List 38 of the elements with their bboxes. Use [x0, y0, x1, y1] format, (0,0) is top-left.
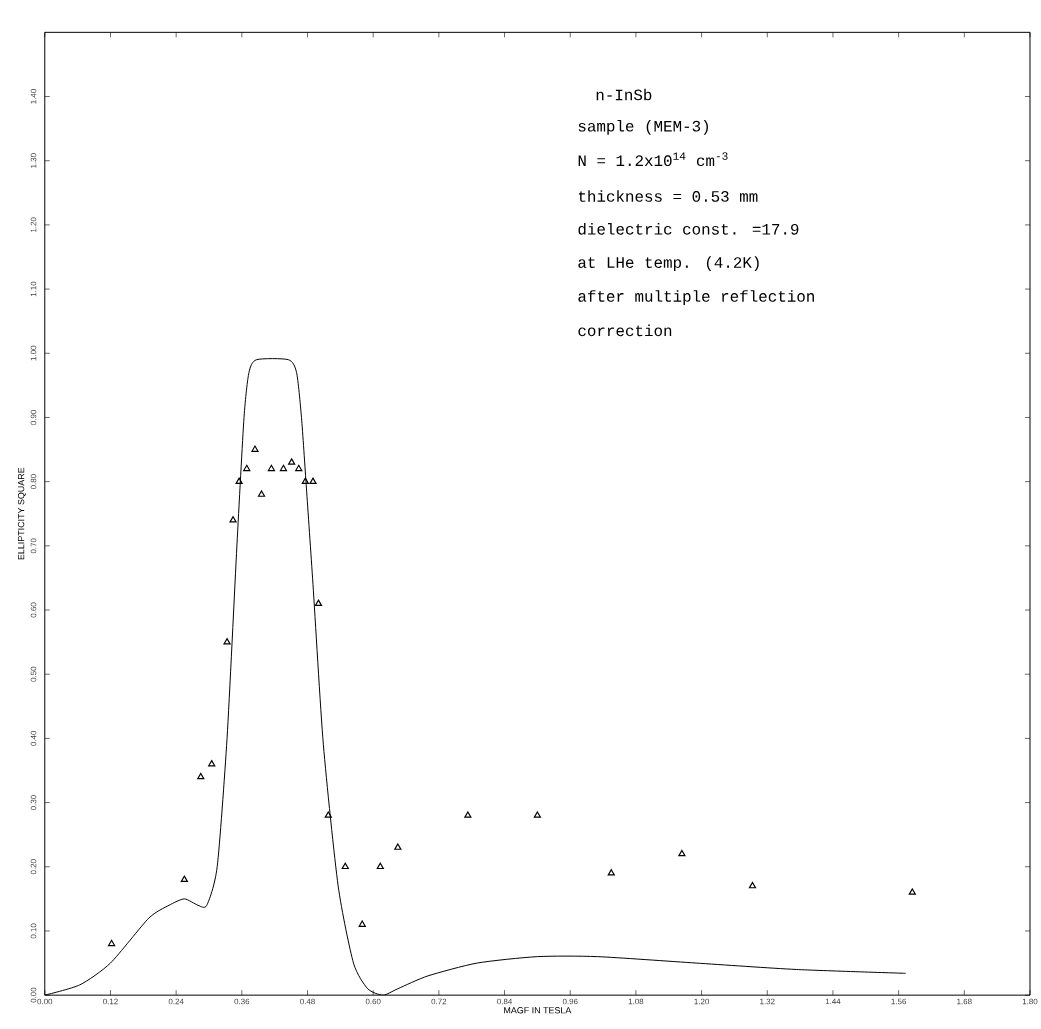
- point: [251, 445, 259, 452]
- x-axis-title: MAGF IN TESLA: [504, 1007, 572, 1014]
- point: [295, 464, 303, 472]
- point: [301, 477, 309, 484]
- annotation: dielectric const. =17.9: [578, 223, 799, 235]
- point: [533, 811, 541, 818]
- point: [464, 811, 472, 818]
- annotation: n-InSb: [596, 88, 652, 101]
- y-axis-title: ELLIPTICITY SQUARE: [17, 467, 26, 560]
- point: [257, 490, 266, 497]
- point: [324, 811, 332, 818]
- point: [197, 772, 205, 780]
- point: [229, 516, 237, 523]
- point: [279, 464, 288, 472]
- point: [180, 875, 188, 882]
- point: [235, 477, 243, 484]
- point: [748, 881, 757, 889]
- annotation: at LHe temp. (4.2K): [578, 256, 759, 272]
- point: [243, 464, 251, 472]
- annotation: sample (MEM-3): [578, 119, 708, 135]
- point: [223, 638, 231, 645]
- point: [678, 849, 686, 857]
- point: [376, 862, 384, 870]
- point: [607, 869, 615, 876]
- point: [394, 843, 402, 850]
- point: [341, 862, 349, 870]
- annotation: after multiple reflection: [578, 290, 814, 305]
- point: [288, 458, 296, 465]
- point: [309, 477, 317, 484]
- point: [208, 759, 216, 767]
- annotation: thickness = 0.53 mm: [578, 190, 758, 202]
- point: [908, 888, 916, 895]
- point: [358, 920, 366, 927]
- annotation: correction: [578, 324, 672, 337]
- annotation: N = 1.2x10$^{14}$ cm$^{-3}$: [578, 152, 728, 167]
- point: [267, 464, 275, 472]
- point: [314, 599, 323, 606]
- point: [107, 939, 116, 947]
